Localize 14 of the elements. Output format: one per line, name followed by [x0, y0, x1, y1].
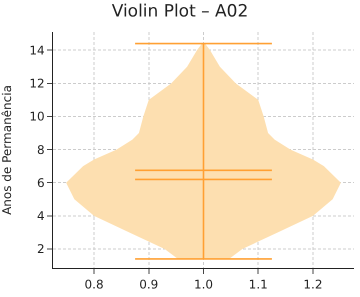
x-tick-label: 1.1 — [248, 277, 268, 292]
y-tick-label: 12 — [29, 76, 45, 91]
x-tick-label: 0.9 — [139, 277, 158, 292]
chart-title: Violin Plot – A02 — [112, 1, 248, 22]
x-tick-label: 1.0 — [194, 277, 214, 292]
y-tick-label: 14 — [29, 43, 45, 58]
x-tick-label: 1.2 — [303, 277, 322, 292]
y-tick-label: 6 — [36, 176, 45, 190]
y-tick-label: 8 — [36, 142, 45, 157]
y-tick-label: 4 — [36, 209, 45, 224]
y-tick-label: 2 — [36, 242, 45, 256]
y-tick-label: 10 — [29, 110, 45, 124]
x-tick-label: 0.8 — [84, 277, 104, 292]
y-axis-title: Anos de Permanência — [0, 85, 14, 215]
